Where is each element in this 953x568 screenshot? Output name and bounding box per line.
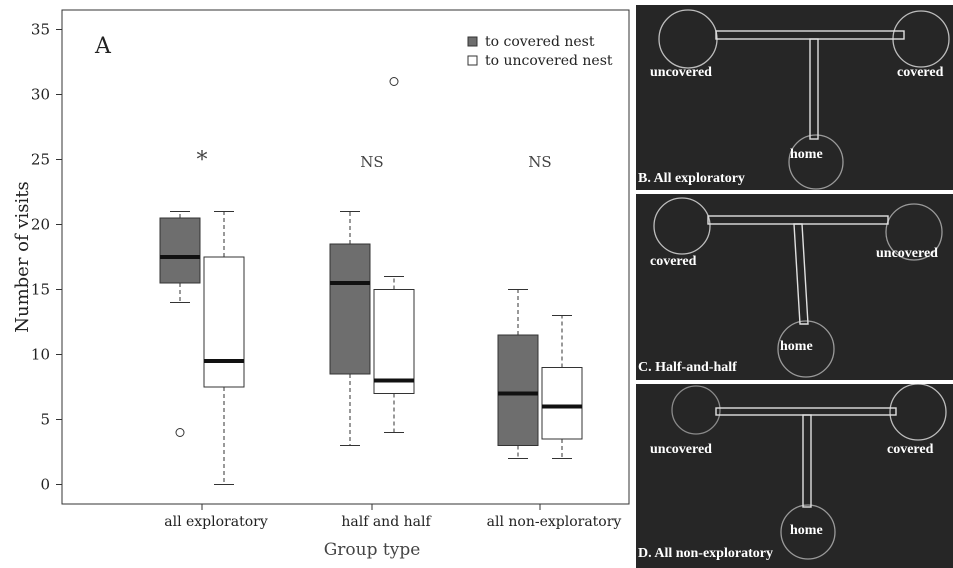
maze-label-home: home (790, 523, 823, 538)
x-tick-label: half and half (341, 514, 432, 530)
outlier-point (389, 77, 399, 86)
outlier-point (175, 428, 185, 437)
legend-label: to uncovered nest (485, 53, 613, 69)
t-maze-image (653, 197, 943, 378)
panel-caption: C. Half-and-half (638, 360, 737, 375)
maze-panel-b: uncovered covered home B. All explorator… (636, 5, 953, 190)
maze-label-home: home (790, 147, 823, 162)
maze-label-left: uncovered (650, 65, 712, 80)
maze-label-left: covered (650, 254, 697, 269)
significance-label: NS (360, 153, 383, 171)
maze-panel-d: uncovered covered home D. All non-explor… (636, 384, 953, 568)
y-tick-label: 30 (31, 86, 50, 104)
box (329, 243, 371, 375)
t-maze-image (671, 384, 947, 560)
maze-label-home: home (780, 339, 813, 354)
maze-label-right: uncovered (876, 246, 938, 261)
y-tick-label: 20 (31, 216, 50, 234)
t-maze-image (658, 9, 950, 190)
x-axis-title: Group type (324, 540, 421, 560)
panel-caption: B. All exploratory (638, 171, 745, 186)
y-tick-label: 15 (31, 281, 50, 299)
box (541, 367, 583, 440)
panel-caption: D. All non-exploratory (638, 546, 773, 561)
maze-panel-c: covered uncovered home C. Half-and-half (636, 194, 953, 380)
legend-label: to covered nest (485, 34, 595, 50)
legend-swatch (467, 36, 478, 47)
box (497, 334, 539, 446)
y-tick-label: 5 (40, 411, 50, 429)
y-axis-title: Number of visits (12, 181, 33, 333)
significance-label: * (197, 148, 208, 173)
y-tick-label: 10 (31, 346, 50, 364)
maze-label-left: uncovered (650, 442, 712, 457)
x-tick-label: all exploratory (164, 514, 268, 530)
box (373, 289, 415, 394)
boxplot-chart: 0 5 10 15 20 25 30 35 Number of visits Group type… (12, 9, 630, 560)
box (159, 217, 201, 284)
y-tick-label: 25 (31, 151, 50, 169)
y-tick-label: 35 (31, 21, 50, 39)
significance-label: NS (528, 153, 551, 171)
panel-letter: A (94, 34, 112, 59)
legend-swatch (467, 55, 478, 66)
x-tick-label: all non-exploratory (487, 514, 622, 530)
maze-label-right: covered (897, 65, 944, 80)
maze-label-right: covered (887, 442, 934, 457)
y-tick-label: 0 (40, 476, 50, 494)
box (203, 256, 245, 388)
